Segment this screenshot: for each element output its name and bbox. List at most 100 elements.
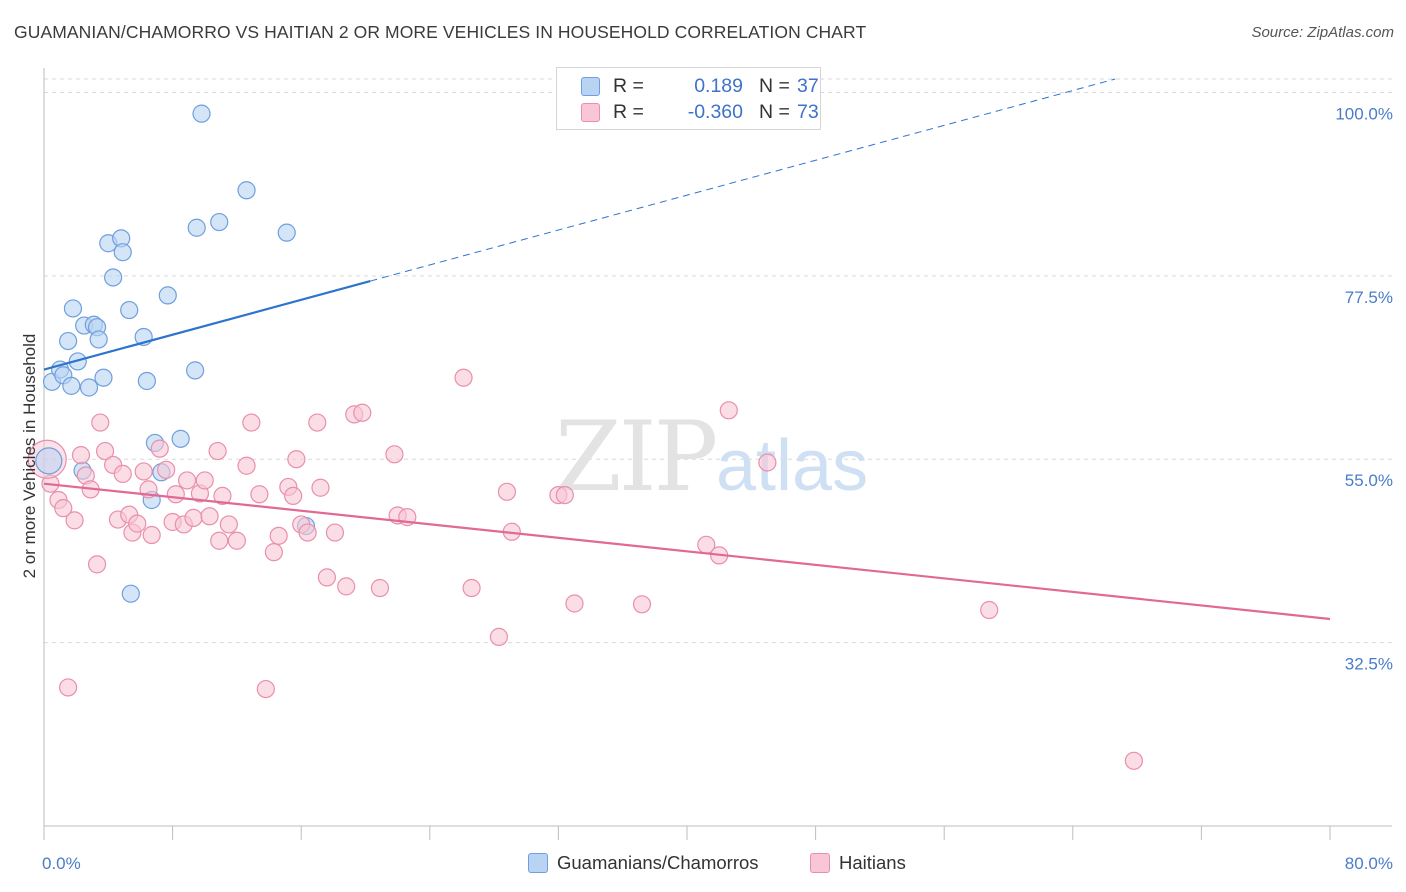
haitian-trend bbox=[43, 482, 1331, 621]
guamanian-point bbox=[63, 299, 83, 318]
haitian-point bbox=[284, 486, 303, 506]
guamanian-point bbox=[171, 429, 190, 448]
x-tick-label-min: 0.0% bbox=[42, 854, 81, 873]
guamanian-point bbox=[113, 243, 132, 262]
haitian-point bbox=[298, 523, 317, 542]
watermark-atlas: atlas bbox=[716, 426, 868, 506]
guamanian-point bbox=[79, 378, 99, 397]
guamanian-point bbox=[94, 368, 113, 387]
haitian-point bbox=[250, 485, 269, 504]
haitian-point bbox=[497, 482, 517, 501]
haitian-point bbox=[227, 531, 246, 550]
legend-r-label: R = bbox=[613, 101, 644, 123]
watermark-zip: ZIP bbox=[555, 401, 716, 513]
haitian-point bbox=[71, 446, 91, 465]
haitian-point bbox=[237, 456, 256, 475]
haitian-point bbox=[719, 401, 738, 420]
haitian-point bbox=[113, 464, 132, 483]
haitian-point bbox=[91, 413, 110, 432]
legend-n-label: N = bbox=[759, 101, 790, 123]
legend-r-value: -0.360 bbox=[687, 101, 743, 123]
haitian-point bbox=[256, 679, 275, 699]
haitian-point bbox=[200, 507, 219, 526]
guamanian-point bbox=[237, 181, 256, 200]
guamanian-point-large bbox=[35, 447, 63, 475]
stats-legend: R = 0.189 N = 37 R = -0.360 N = 73 bbox=[556, 67, 821, 130]
haitian-point bbox=[454, 368, 473, 387]
watermark: ZIP atlas bbox=[555, 401, 868, 513]
legend-r-value: 0.189 bbox=[694, 75, 743, 97]
haitian-point bbox=[565, 594, 584, 613]
haitian-point bbox=[65, 511, 84, 530]
haitian-point bbox=[219, 515, 238, 534]
haitian-point bbox=[157, 460, 176, 479]
haitian-point bbox=[54, 499, 73, 518]
guamanian-trend-dashed bbox=[370, 78, 1116, 282]
chart-source: Source: ZipAtlas.com bbox=[1251, 24, 1394, 41]
haitian-point bbox=[308, 413, 327, 432]
guamanian-point bbox=[104, 268, 123, 287]
x-tick-label-max: 80.0% bbox=[1345, 854, 1393, 873]
guamanian-point bbox=[121, 584, 140, 603]
haitian-point bbox=[337, 577, 356, 596]
bottom-legend-label: Guamanians/Chamorros bbox=[557, 852, 759, 873]
y-tick-label: 55.0% bbox=[1345, 471, 1393, 490]
bottom-legend-swatch-blue bbox=[528, 853, 548, 873]
haitian-point bbox=[1124, 751, 1143, 770]
haitian-point bbox=[370, 578, 390, 598]
legend-n-value: 37 bbox=[797, 75, 819, 97]
haitian-point bbox=[87, 555, 107, 574]
guamanian-point bbox=[120, 300, 139, 320]
guamanian-point bbox=[59, 331, 78, 351]
haitian-point bbox=[177, 471, 197, 490]
haitian-point bbox=[195, 471, 214, 490]
haitian-point bbox=[385, 445, 404, 464]
haitian-point bbox=[353, 403, 372, 422]
legend-swatch-pink bbox=[581, 103, 600, 122]
haitian-point bbox=[166, 485, 185, 504]
haitian-point bbox=[59, 678, 78, 697]
bottom-legend-label: Haitians bbox=[839, 852, 906, 873]
y-tick-label: 32.5% bbox=[1345, 655, 1393, 674]
guamanian-trend-solid bbox=[43, 279, 371, 371]
haitian-point bbox=[325, 523, 345, 542]
legend-swatch-blue bbox=[581, 77, 600, 96]
haitian-point bbox=[208, 441, 227, 461]
haitian-point bbox=[489, 627, 509, 647]
haitian-point bbox=[142, 525, 161, 545]
haitian-point bbox=[317, 568, 337, 587]
haitian-point bbox=[462, 578, 481, 598]
legend-n-label: N = bbox=[759, 75, 790, 97]
guamanian-point bbox=[158, 286, 177, 305]
haitian-point bbox=[150, 439, 169, 458]
bottom-legend-guamanian: Guamanians/Chamorros bbox=[528, 852, 759, 874]
y-axis-label: 2 or more Vehicles in Household bbox=[20, 334, 39, 579]
y-tick-label: 100.0% bbox=[1335, 104, 1393, 123]
points-layer bbox=[27, 104, 1143, 770]
guamanian-point bbox=[137, 371, 156, 391]
haitian-point bbox=[95, 441, 115, 461]
haitian-point bbox=[555, 485, 574, 505]
haitian-point bbox=[758, 453, 777, 472]
bottom-legend-haitian: Haitians bbox=[810, 852, 906, 874]
guamanian-point bbox=[277, 223, 296, 242]
haitian-point bbox=[213, 486, 232, 506]
bottom-legend-swatch-pink bbox=[810, 853, 830, 873]
legend-r-label: R = bbox=[613, 75, 644, 97]
haitian-point bbox=[134, 462, 153, 481]
guamanian-point bbox=[187, 218, 206, 237]
guamanian-point bbox=[186, 361, 205, 380]
haitian-point bbox=[128, 514, 147, 533]
haitian-point bbox=[264, 543, 283, 562]
guamanian-point bbox=[210, 212, 229, 232]
haitian-point bbox=[632, 595, 652, 614]
haitian-point bbox=[184, 508, 203, 528]
haitian-point bbox=[311, 478, 330, 497]
y-tick-label: 77.5% bbox=[1345, 288, 1393, 307]
chart-title: GUAMANIAN/CHAMORRO VS HAITIAN 2 OR MORE … bbox=[14, 22, 867, 42]
haitian-point bbox=[210, 531, 229, 550]
haitian-point bbox=[287, 450, 306, 469]
haitian-point bbox=[242, 413, 261, 432]
guamanian-point bbox=[62, 376, 81, 395]
